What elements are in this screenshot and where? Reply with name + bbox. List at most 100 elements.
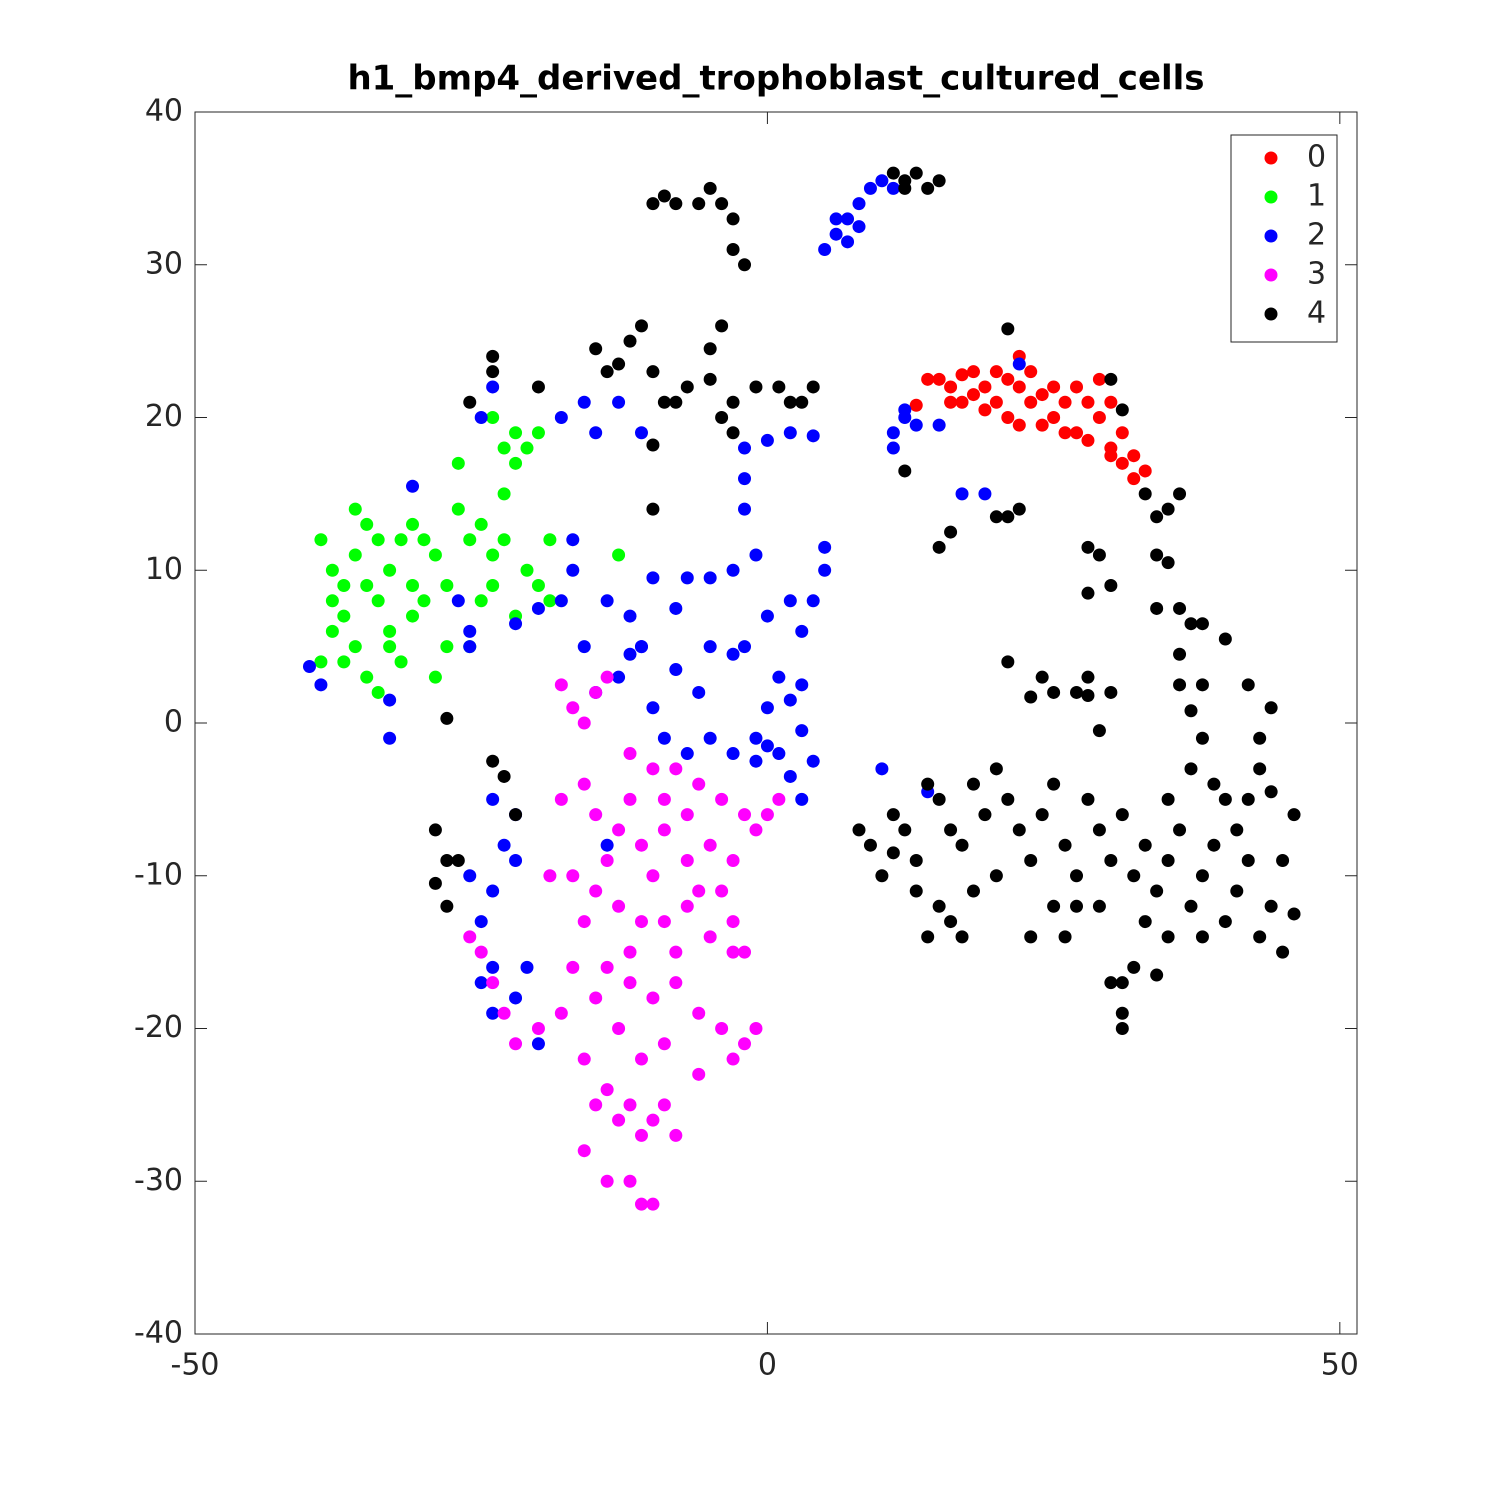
point [543,594,557,608]
point [314,678,328,692]
point [1058,930,1072,944]
point [634,838,648,852]
point [1001,411,1015,424]
point [554,594,568,608]
point [634,426,648,440]
point [600,1174,614,1188]
point [1081,689,1095,703]
point [554,1006,568,1020]
point [692,197,706,211]
point [440,711,454,725]
point [795,678,809,692]
point [680,853,694,867]
point [1264,785,1278,799]
point [1092,548,1106,562]
y-tick-label: 10 [145,552,183,587]
point [1115,1006,1129,1020]
point [566,563,580,577]
legend-label: 2 [1307,218,1326,253]
point [1047,685,1061,699]
point [1070,685,1084,699]
point [863,181,877,195]
point [692,884,706,898]
point [738,808,752,822]
point [657,395,671,409]
legend-marker [1264,151,1278,165]
point [966,365,980,379]
point [1081,395,1095,409]
point [314,655,328,669]
point [646,1113,660,1127]
point [451,502,465,516]
legend-label: 1 [1307,179,1326,214]
point [1081,540,1095,554]
point [1195,930,1209,944]
point [348,502,362,516]
point [497,487,511,501]
point [646,502,660,516]
point [760,739,774,753]
point [337,655,351,669]
point [1253,731,1267,745]
point [1150,548,1164,562]
point [623,792,637,806]
point [1218,792,1232,806]
point [383,731,397,745]
point [1058,426,1072,440]
point [886,166,900,180]
point [600,365,614,379]
point [566,960,580,974]
point [406,579,420,593]
point [726,647,740,661]
point [852,823,866,837]
y-tick-label: 40 [145,94,183,129]
point [715,1022,729,1035]
point [486,960,500,974]
point [612,899,626,913]
point [875,762,889,776]
point [955,368,969,382]
point [1024,853,1038,867]
point [703,372,717,386]
point [486,884,500,898]
point [360,579,374,593]
point [554,792,568,806]
y-tick-label: 30 [145,246,183,281]
point [669,601,683,615]
point [1035,670,1049,684]
point [474,411,488,424]
point [589,685,603,699]
point [795,792,809,806]
point [634,1052,648,1066]
point [1081,670,1095,684]
point [1241,853,1255,867]
point [451,853,465,867]
point [348,640,362,654]
point [497,441,511,455]
point [428,670,442,684]
point [1047,777,1061,791]
point [383,640,397,654]
point [703,571,717,585]
point [1115,456,1129,470]
point [337,609,351,623]
point [1276,853,1290,867]
point [1115,426,1129,440]
point [577,1144,591,1158]
point [669,762,683,776]
point [1024,365,1038,379]
point [760,609,774,623]
point [589,426,603,440]
point [749,754,763,768]
point [509,853,523,867]
point [440,579,454,593]
point [520,960,534,974]
point [577,1052,591,1066]
point [726,945,740,959]
point [1150,968,1164,982]
point [806,754,820,768]
point [325,563,339,577]
point [646,365,660,379]
